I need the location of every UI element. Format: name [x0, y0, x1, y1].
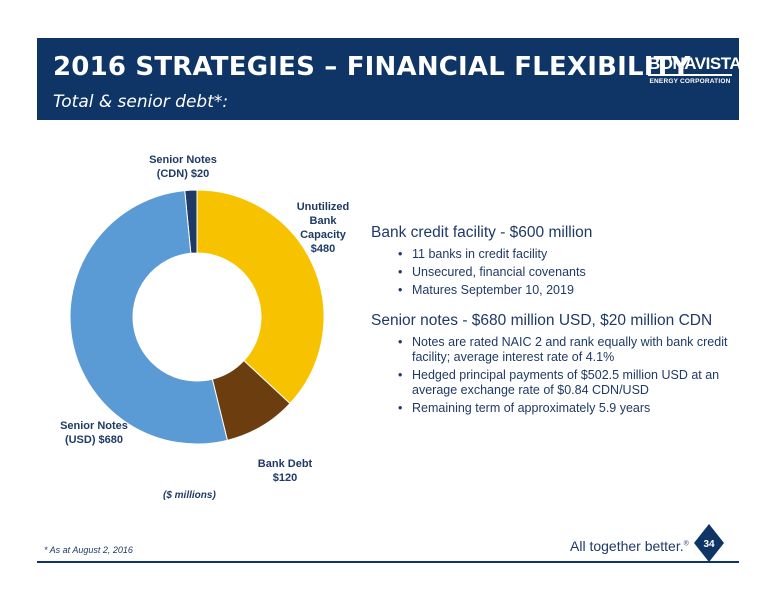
- slice-label-line: Unutilized: [296, 201, 350, 213]
- bullet-item: Remaining term of approximately 5.9 year…: [398, 401, 741, 416]
- bank-facility-bullets: 11 banks in credit facility Unsecured, f…: [398, 247, 741, 298]
- footer-divider: [37, 561, 739, 563]
- donut-slice-senior-notes-usd: [69, 190, 228, 445]
- slice-label-line: Capacity: [300, 229, 346, 241]
- logo-subtitle: ENERGY CORPORATION: [649, 78, 731, 85]
- senior-notes-heading: Senior notes - $680 million USD, $20 mil…: [371, 312, 713, 329]
- bullet-item: Matures September 10, 2019: [398, 283, 741, 298]
- slice-label-line: Bank Debt: [257, 458, 313, 470]
- slice-label-line: (CDN) $20: [156, 168, 210, 180]
- slice-label-line: (USD) $680: [64, 434, 124, 446]
- page-number: 34: [703, 539, 715, 550]
- bullet-item: Hedged principal payments of $502.5 mill…: [398, 368, 741, 398]
- slice-label-senior-notes-usd: Senior Notes (USD) $680: [54, 419, 134, 447]
- slice-label-line: $480: [310, 243, 336, 255]
- debt-donut-chart: [69, 189, 325, 445]
- company-logo: BONAVISTA ENERGY CORPORATION: [648, 55, 742, 85]
- bank-facility-heading: Bank credit facility - $600 million: [371, 224, 593, 241]
- header-banner: 2016 STRATEGIES – FINANCIAL FLEXIBILITY …: [37, 38, 742, 120]
- tagline-mark: ®: [683, 540, 689, 548]
- page-title: 2016 STRATEGIES – FINANCIAL FLEXIBILITY: [53, 52, 691, 82]
- page-number-badge: 34: [694, 524, 724, 562]
- bullet-item: 11 banks in credit facility: [398, 247, 741, 262]
- slice-label-senior-notes-cdn: Senior Notes (CDN) $20: [143, 153, 223, 181]
- bullet-item: Notes are rated NAIC 2 and rank equally …: [398, 335, 741, 365]
- slice-label-unutilized-capacity: Unutilized Bank Capacity $480: [292, 200, 354, 256]
- tagline-text: All together better.: [570, 538, 684, 554]
- footnote: * As at August 2, 2016: [44, 545, 133, 555]
- donut-slice-unutilized-bank-capacity: [196, 189, 325, 405]
- slice-label-line: $120: [272, 472, 298, 484]
- slice-label-bank-debt: Bank Debt $120: [245, 457, 325, 485]
- chart-unit-note: ($ millions): [163, 490, 216, 501]
- senior-notes-bullets: Notes are rated NAIC 2 and rank equally …: [398, 335, 741, 416]
- logo-name: BONAVISTA: [648, 55, 742, 76]
- slice-label-line: Senior Notes: [60, 420, 128, 432]
- tagline: All together better.®: [570, 538, 689, 554]
- slice-label-line: Senior Notes: [149, 154, 217, 166]
- page-subtitle: Total & senior debt*:: [53, 92, 229, 112]
- diamond-icon: [694, 524, 724, 562]
- slice-label-line: Bank: [309, 215, 337, 227]
- bullet-item: Unsecured, financial covenants: [398, 265, 741, 280]
- debt-details: Bank credit facility - $600 million 11 b…: [371, 224, 741, 430]
